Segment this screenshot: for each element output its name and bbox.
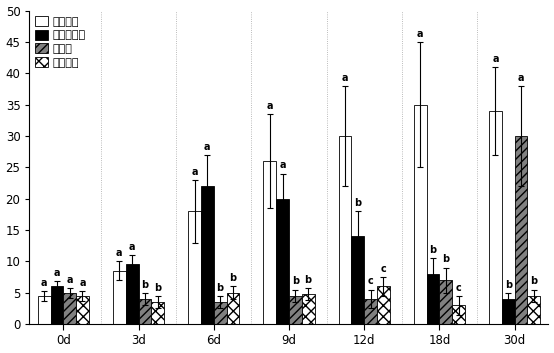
Text: b: b <box>292 276 299 286</box>
Bar <box>138 299 151 324</box>
Bar <box>338 136 351 324</box>
Bar <box>263 161 276 324</box>
Bar <box>201 186 214 324</box>
Bar <box>126 264 138 324</box>
Bar <box>377 286 390 324</box>
Bar <box>289 296 302 324</box>
Text: a: a <box>266 101 273 111</box>
Text: a: a <box>492 54 499 64</box>
Bar <box>151 302 164 324</box>
Text: c: c <box>456 283 461 293</box>
Bar <box>351 236 364 324</box>
Text: a: a <box>66 275 73 285</box>
Bar <box>502 299 515 324</box>
Text: b: b <box>429 245 437 255</box>
Bar <box>38 296 50 324</box>
Bar <box>489 111 502 324</box>
Text: b: b <box>141 280 148 289</box>
Bar <box>527 296 540 324</box>
Bar <box>76 296 89 324</box>
Text: a: a <box>129 242 135 252</box>
Text: a: a <box>54 268 60 278</box>
Text: b: b <box>229 273 237 283</box>
Bar <box>414 104 427 324</box>
Bar <box>302 294 315 324</box>
Bar <box>364 299 377 324</box>
Bar <box>439 280 452 324</box>
Bar <box>427 274 439 324</box>
Bar <box>227 293 239 324</box>
Text: a: a <box>342 73 348 83</box>
Text: a: a <box>279 160 286 170</box>
Text: c: c <box>381 264 386 274</box>
Bar <box>515 136 527 324</box>
Bar <box>188 211 201 324</box>
Text: b: b <box>442 255 449 264</box>
Text: b: b <box>354 198 361 208</box>
Legend: 空白对照, 球孢白僵菌, 辛硫磷, 皱叶酸模: 空白对照, 球孢白僵菌, 辛硫磷, 皱叶酸模 <box>33 14 88 70</box>
Text: a: a <box>79 278 86 288</box>
Text: a: a <box>116 248 122 258</box>
Bar <box>452 305 465 324</box>
Text: a: a <box>191 167 198 177</box>
Text: a: a <box>518 73 524 83</box>
Bar <box>214 302 227 324</box>
Bar <box>50 286 63 324</box>
Text: b: b <box>305 275 312 285</box>
Text: b: b <box>154 283 161 293</box>
Text: b: b <box>505 280 512 289</box>
Text: a: a <box>41 278 48 288</box>
Bar <box>276 199 289 324</box>
Text: a: a <box>204 142 211 152</box>
Text: b: b <box>217 283 224 293</box>
Bar <box>113 271 126 324</box>
Bar <box>63 293 76 324</box>
Text: a: a <box>417 29 423 39</box>
Text: b: b <box>530 276 537 286</box>
Text: c: c <box>368 276 373 286</box>
